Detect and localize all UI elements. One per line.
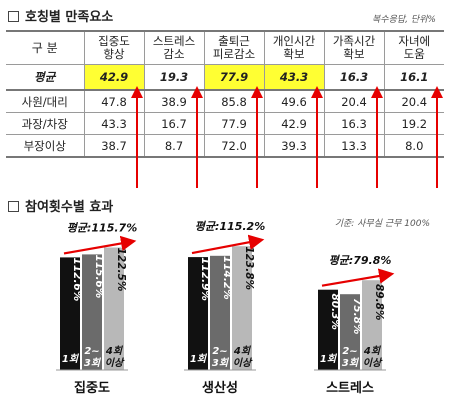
average-label: 평균:79.8% xyxy=(329,254,392,267)
table-cell-highlight: 77.9 xyxy=(203,64,265,91)
checkbox-square-icon xyxy=(8,201,19,212)
trend-arrow xyxy=(63,235,137,255)
participation-bar-chart: 112.6%1회115.6%2~3회122.5%4회이상평균:115.7%집중도… xyxy=(56,220,395,396)
bar-value-label: 123.8% xyxy=(243,246,255,290)
table-cell: 38.9 xyxy=(143,89,205,113)
bar-value-label: 114.2% xyxy=(221,256,233,300)
series-label: 2~ xyxy=(212,346,227,357)
series-label: 3회 xyxy=(212,357,230,369)
series-label: 1회 xyxy=(320,353,338,365)
series-label: 4회 xyxy=(233,345,252,357)
section1-title-text: 호칭별 만족요소 xyxy=(25,10,114,25)
category-label: 생산성 xyxy=(202,380,238,396)
table-cell: 16.7 xyxy=(143,112,205,135)
section2-title-text: 참여횟수별 효과 xyxy=(25,200,114,215)
category-label: 스트레스 xyxy=(326,381,374,396)
series-label: 2~ xyxy=(84,346,99,357)
column-header: 집중도 향상 xyxy=(83,30,145,65)
table-cell: 16.1 xyxy=(383,64,444,91)
category-label: 집중도 xyxy=(74,381,110,396)
table-cell: 77.9 xyxy=(203,112,265,135)
table-cell-highlight: 43.3 xyxy=(263,64,325,91)
series-label: 1회 xyxy=(62,353,80,365)
section2-note: 기준: 사무실 근무 100% xyxy=(334,219,430,229)
bar-value-label: 122.5% xyxy=(115,248,127,292)
table-corner: 구 분 xyxy=(6,30,85,65)
table-cell: 19.2 xyxy=(383,112,444,135)
bar xyxy=(362,280,382,370)
series-label: 3회 xyxy=(84,357,102,369)
table-cell: 43.3 xyxy=(83,112,145,135)
series-label: 2~ xyxy=(342,346,357,357)
row-label: 부장이상 xyxy=(6,134,85,158)
series-label: 이상 xyxy=(363,357,383,369)
series-label: 4회 xyxy=(363,345,382,357)
column-header: 스트레스 감소 xyxy=(143,30,205,65)
table-row: 사원/대리 47.8 38.9 85.8 49.6 20.4 20.4 xyxy=(6,89,444,113)
table-cell: 8.7 xyxy=(143,134,205,158)
bar xyxy=(188,257,208,370)
column-header: 자녀에 도움 xyxy=(383,30,444,65)
table-row-average: 평균 42.9 19.3 77.9 43.3 16.3 16.1 xyxy=(6,64,444,91)
column-header: 가족시간 확보 xyxy=(323,30,385,65)
series-label: 4회 xyxy=(105,345,124,357)
table-header-row: 구 분 집중도 향상 스트레스 감소 출퇴근 피로감소 개인시간 확보 가족시간 확보 자… xyxy=(6,30,444,65)
bar-value-label: 80.3% xyxy=(329,293,341,329)
bar xyxy=(340,294,360,370)
table-cell: 49.6 xyxy=(263,89,325,113)
series-label: 1회 xyxy=(190,353,208,365)
table-cell: 16.3 xyxy=(323,112,385,135)
table-row: 부장이상 38.7 8.7 72.0 39.3 13.3 8.0 xyxy=(6,134,444,158)
table-cell: 39.3 xyxy=(263,134,325,158)
trend-arrow xyxy=(191,234,265,255)
section1-title: 호칭별 만족요소 xyxy=(8,6,113,25)
table-cell-highlight: 42.9 xyxy=(83,64,145,91)
bar xyxy=(104,247,124,370)
bar xyxy=(60,257,80,370)
table-cell: 13.3 xyxy=(323,134,385,158)
table-cell: 8.0 xyxy=(383,134,444,158)
bar-value-label: 112.9% xyxy=(199,257,211,301)
satisfaction-table: 구 분 집중도 향상 스트레스 감소 출퇴근 피로감소 개인시간 확보 가족시간 확보 자… xyxy=(6,30,444,158)
section2-title: 참여횟수별 효과 xyxy=(8,196,113,215)
series-label: 3회 xyxy=(342,357,360,369)
table-cell: 85.8 xyxy=(203,89,265,113)
table-cell: 72.0 xyxy=(203,134,265,158)
table-cell: 47.8 xyxy=(83,89,145,113)
column-header: 출퇴근 피로감소 xyxy=(203,30,265,65)
bar-value-label: 115.6% xyxy=(93,255,105,299)
column-header: 개인시간 확보 xyxy=(263,30,325,65)
table-cell: 38.7 xyxy=(83,134,145,158)
bar-value-label: 75.8% xyxy=(351,298,363,334)
row-label: 사원/대리 xyxy=(6,89,85,113)
bar-value-label: 89.8% xyxy=(373,284,385,320)
bar xyxy=(232,246,252,370)
row-label: 과장/차장 xyxy=(6,112,85,135)
series-label: 이상 xyxy=(105,357,125,369)
table-cell: 42.9 xyxy=(263,112,325,135)
average-label: 평균:115.2% xyxy=(195,220,265,233)
bar-value-label: 112.6% xyxy=(71,258,83,302)
bar xyxy=(318,289,338,370)
bar xyxy=(82,254,102,370)
table-cell: 16.3 xyxy=(323,64,385,91)
section1-note: 복수응답, 단위% xyxy=(372,15,436,25)
average-label: 평균:115.7% xyxy=(67,222,137,235)
table-cell: 20.4 xyxy=(323,89,385,113)
series-label: 이상 xyxy=(233,357,253,369)
table-row: 과장/차장 43.3 16.7 77.9 42.9 16.3 19.2 xyxy=(6,112,444,135)
bar xyxy=(210,255,230,370)
trend-arrow xyxy=(321,268,395,287)
table-cell: 20.4 xyxy=(383,89,444,113)
checkbox-square-icon xyxy=(8,11,19,22)
table-cell: 19.3 xyxy=(143,64,205,91)
row-label: 평균 xyxy=(6,64,85,91)
